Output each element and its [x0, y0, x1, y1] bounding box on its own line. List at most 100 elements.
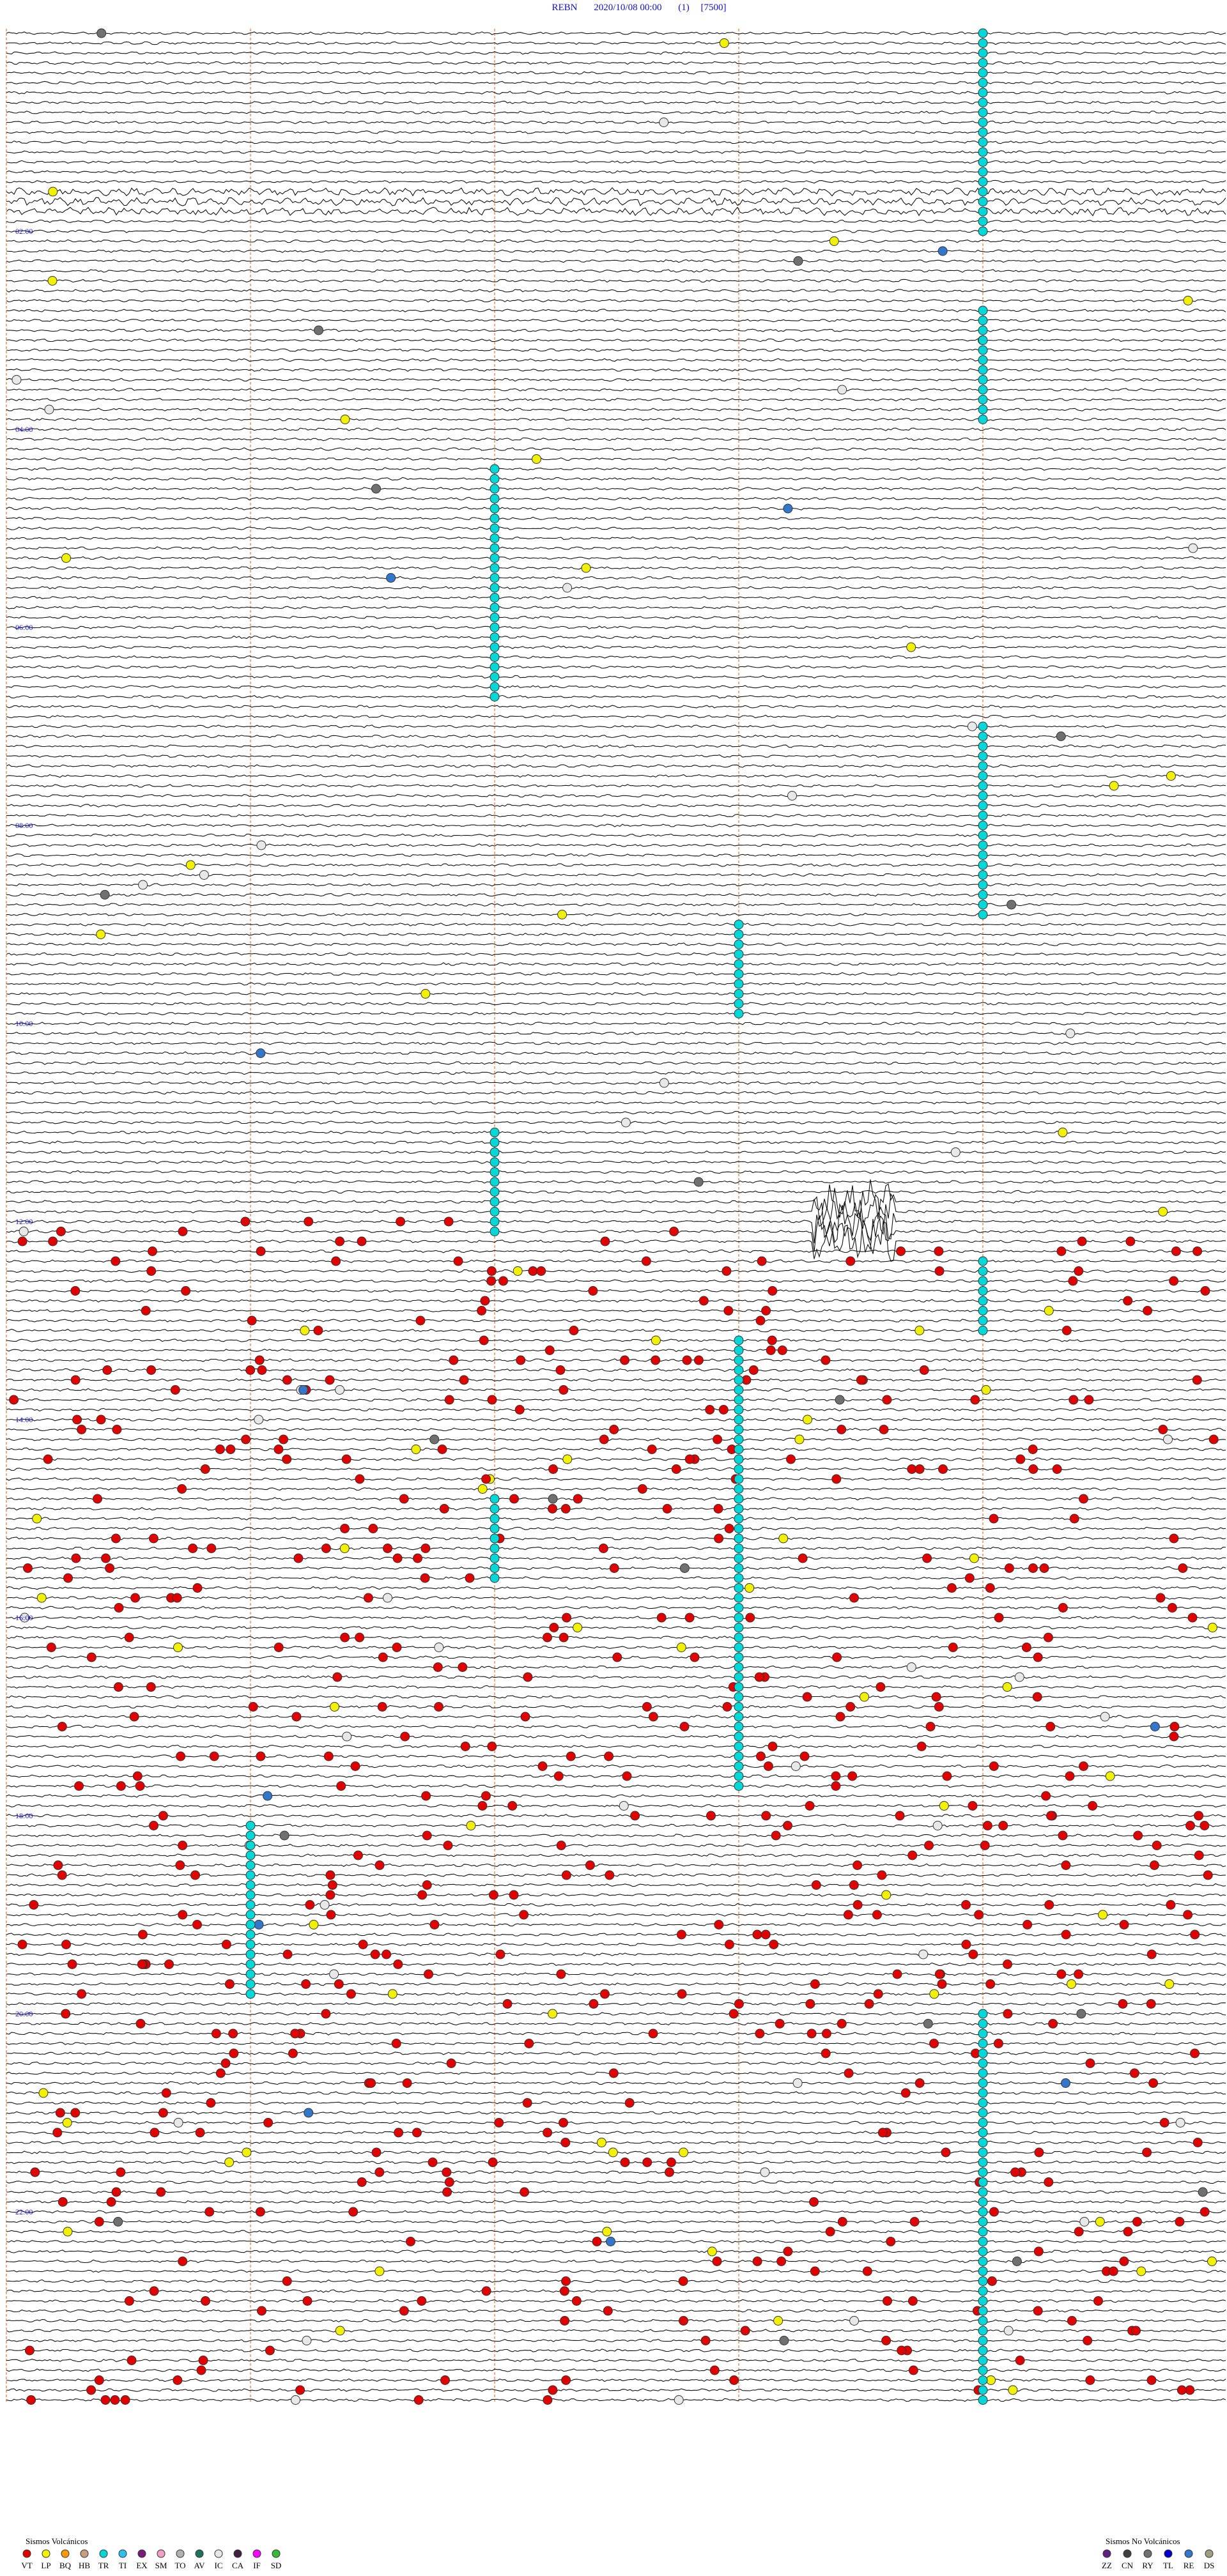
seismic-trace	[6, 2120, 1226, 2125]
event-marker	[648, 1712, 658, 1722]
event-marker	[487, 1742, 497, 1751]
event-marker	[1200, 2207, 1210, 2217]
event-marker	[734, 1712, 744, 1722]
event-marker	[734, 1771, 744, 1781]
event-marker	[978, 732, 988, 741]
event-marker	[978, 206, 988, 217]
event-marker	[713, 1504, 723, 1514]
event-marker	[196, 2365, 206, 2375]
event-marker	[978, 2286, 988, 2296]
event-marker	[1188, 543, 1198, 553]
event-marker	[490, 583, 500, 593]
event-marker	[978, 880, 988, 890]
event-marker	[490, 494, 500, 503]
event-marker	[192, 1583, 203, 1593]
legend-code: EX	[136, 2561, 148, 2570]
seismic-trace	[6, 2309, 1226, 2313]
event-marker	[882, 1395, 892, 1405]
event-marker	[173, 2118, 183, 2128]
event-marker	[1109, 781, 1119, 791]
event-marker	[659, 1078, 669, 1088]
event-marker	[978, 2147, 988, 2158]
event-marker	[242, 2147, 252, 2158]
event-marker	[321, 1544, 331, 1553]
event-marker	[978, 2336, 988, 2345]
event-marker	[1155, 1593, 1166, 1603]
event-marker	[734, 1355, 744, 1365]
event-marker	[1015, 1454, 1026, 1464]
event-marker	[978, 900, 988, 910]
event-marker	[149, 2286, 159, 2296]
event-marker	[919, 1365, 929, 1375]
event-marker	[245, 1880, 256, 1890]
seismic-trace	[6, 2200, 1226, 2204]
event-marker	[282, 2276, 292, 2286]
event-marker	[698, 1296, 709, 1306]
event-marker	[1033, 2306, 1043, 2316]
legend-swatch	[1123, 2549, 1132, 2558]
event-marker	[1034, 2147, 1044, 2158]
event-marker	[9, 1395, 19, 1405]
event-marker	[978, 2128, 988, 2138]
event-marker	[978, 1256, 988, 1266]
event-marker	[734, 1999, 744, 2009]
event-marker	[1079, 2217, 1090, 2227]
event-marker	[371, 2147, 382, 2158]
event-marker	[757, 1256, 767, 1266]
event-marker	[363, 1593, 373, 1603]
event-marker	[116, 1781, 126, 1791]
seismic-trace	[6, 2061, 1226, 2066]
event-marker	[228, 2028, 238, 2039]
event-marker	[802, 1692, 812, 1702]
seismic-trace	[6, 873, 1226, 877]
event-marker	[247, 1315, 257, 1326]
legend-code: ZZ	[1102, 2561, 1112, 2570]
seismic-trace	[6, 1784, 1226, 1788]
event-marker	[490, 672, 500, 682]
seismic-trace	[6, 595, 1226, 600]
event-marker	[442, 2187, 452, 2197]
seismic-trace	[6, 2368, 1226, 2372]
event-marker	[734, 1553, 744, 1563]
seismic-trace	[6, 1556, 1226, 1560]
seismic-trace	[6, 1130, 1226, 1135]
seismic-trace	[6, 130, 1226, 134]
event-marker	[734, 1761, 744, 1771]
seismic-trace	[6, 1211, 1226, 1253]
event-marker	[937, 1979, 947, 1989]
seismic-trace	[6, 328, 1226, 332]
seismic-trace	[6, 586, 1226, 590]
event-marker	[444, 1216, 454, 1227]
event-marker	[490, 464, 500, 474]
event-marker	[1052, 1464, 1062, 1474]
event-marker	[424, 1969, 433, 1979]
event-marker	[524, 2039, 534, 2048]
event-marker	[1046, 1811, 1056, 1821]
event-marker	[1175, 2217, 1185, 2227]
event-marker	[1068, 1276, 1078, 1286]
event-marker	[96, 930, 106, 939]
event-marker	[377, 1702, 387, 1712]
seismic-trace	[6, 2170, 1226, 2174]
event-marker	[978, 38, 988, 48]
event-marker	[490, 692, 500, 702]
event-marker	[561, 2375, 571, 2385]
event-marker	[831, 1771, 841, 1781]
event-marker	[449, 1355, 459, 1365]
event-marker	[864, 1999, 874, 2009]
event-marker	[862, 2266, 872, 2276]
event-marker	[978, 2068, 988, 2078]
event-marker	[934, 1246, 944, 1256]
event-marker	[1079, 1494, 1088, 1504]
event-marker	[722, 1702, 732, 1712]
event-marker	[1083, 2336, 1093, 2345]
event-marker	[135, 1781, 145, 1791]
event-marker	[1177, 2385, 1187, 2395]
event-marker	[1100, 1712, 1110, 1722]
seismic-trace	[6, 1526, 1226, 1531]
event-marker	[77, 1425, 87, 1434]
event-marker	[1132, 2217, 1142, 2227]
event-marker	[335, 1385, 345, 1395]
event-marker	[519, 1910, 529, 1920]
event-marker	[138, 880, 148, 890]
